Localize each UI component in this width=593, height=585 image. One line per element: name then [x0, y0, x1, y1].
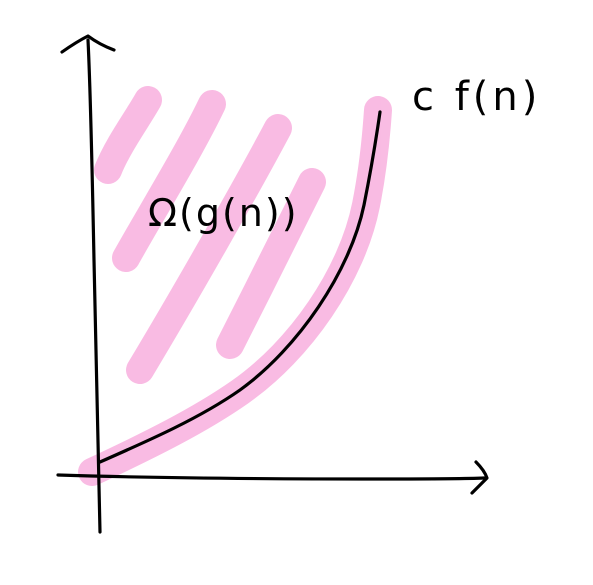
- curve-label: c f(n): [412, 74, 541, 120]
- shaded-region: [78, 86, 392, 486]
- curve-cfn: [98, 110, 382, 464]
- hatch-stroke-3: [126, 114, 292, 384]
- curve-highlight: [78, 96, 392, 486]
- hatch-stroke-1: [94, 86, 162, 184]
- x-axis-arrowhead: [470, 460, 489, 495]
- region-label: Ω(g(n)): [148, 191, 299, 235]
- axes: [56, 34, 489, 534]
- y-axis: [86, 38, 102, 534]
- hatch-stroke-4: [216, 168, 326, 359]
- hatch-stroke-2: [112, 90, 226, 272]
- x-axis: [56, 473, 486, 481]
- y-axis-arrowhead: [60, 34, 116, 54]
